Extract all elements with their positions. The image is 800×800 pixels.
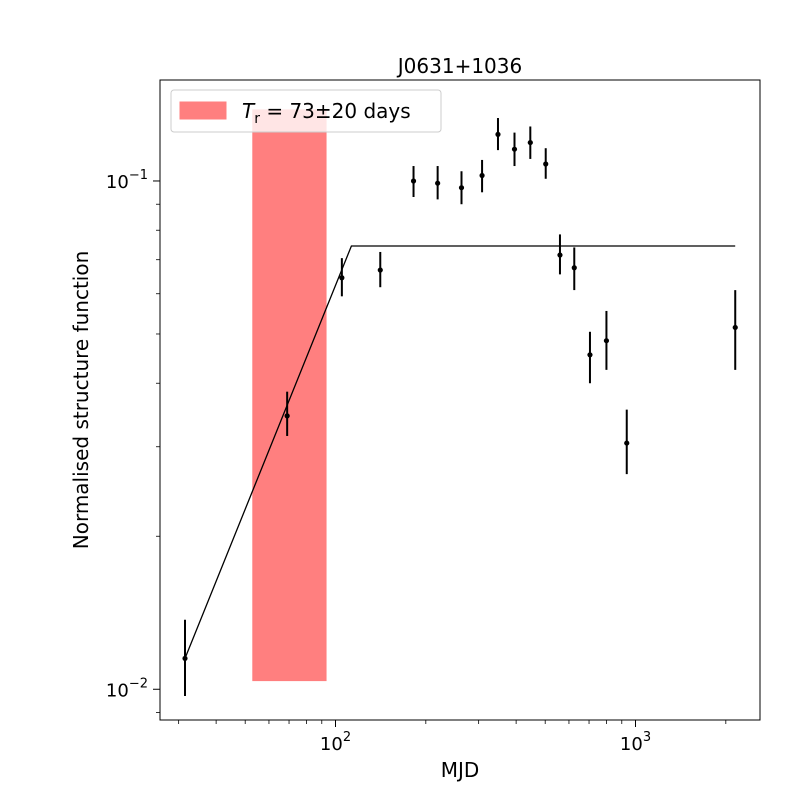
data-marker [511, 146, 518, 152]
data-point-14 [571, 247, 577, 291]
legend-entry-text: = 73±20 days [260, 99, 411, 123]
data-marker [479, 172, 485, 179]
data-marker [557, 252, 563, 258]
data-point-8 [479, 159, 485, 193]
data-point-15 [587, 331, 593, 384]
y-ticks: 10−210−1 [106, 168, 160, 713]
legend: Tr = 73±20 days [170, 89, 442, 133]
x-tick-exponent: 3 [643, 730, 651, 745]
data-point-4 [377, 251, 383, 288]
data-point-13 [557, 234, 563, 275]
data-marker [182, 655, 188, 662]
data-marker [527, 139, 533, 146]
y-tick-exponent: −1 [129, 168, 148, 183]
data-point-11 [527, 126, 533, 159]
data-marker [284, 413, 290, 419]
data-point-16 [603, 310, 610, 370]
y-tick-label: 10−1 [106, 168, 148, 193]
x-tick-base: 10 [620, 734, 643, 755]
x-tick-label: 103 [620, 730, 651, 755]
data-points-layer [182, 118, 738, 696]
x-tick-exponent: 2 [343, 730, 351, 745]
data-marker [377, 267, 383, 273]
y-axis-label: Normalised structure function [69, 251, 93, 550]
legend-entry-subscript: r [254, 111, 260, 127]
data-point-1 [182, 619, 188, 696]
x-tick-label: 102 [320, 730, 351, 755]
data-point-3 [339, 258, 345, 297]
data-point-10 [511, 132, 518, 167]
data-point-2 [284, 391, 290, 436]
data-marker [603, 338, 610, 344]
model-fit-line [184, 245, 736, 659]
data-point-18 [732, 290, 738, 370]
data-marker [410, 178, 417, 184]
legend-entry-symbol: T [242, 99, 256, 123]
data-marker [543, 161, 549, 167]
y-tick-label: 10−2 [106, 676, 148, 701]
data-point-5 [410, 166, 417, 197]
legend-swatch [179, 101, 227, 120]
data-point-6 [435, 166, 441, 200]
y-tick-base: 10 [106, 680, 129, 701]
plot-frame [159, 79, 761, 721]
data-marker [624, 440, 630, 446]
data-point-9 [495, 118, 501, 151]
data-marker [571, 265, 577, 271]
shaded-band-layer [252, 109, 327, 682]
data-marker [458, 185, 465, 191]
model-line-layer [184, 245, 736, 659]
x-axis-label: MJD [441, 758, 480, 782]
x-tick-base: 10 [320, 734, 343, 755]
data-marker [732, 324, 738, 331]
chart-title: J0631+1036 [396, 54, 522, 78]
data-point-17 [624, 409, 630, 475]
legend-box [170, 89, 442, 133]
data-marker [495, 131, 501, 137]
y-tick-base: 10 [106, 172, 129, 193]
legend-entry: Tr = 73±20 days [242, 99, 411, 127]
y-tick-exponent: −2 [129, 676, 148, 691]
timescale-band [252, 109, 327, 682]
data-marker [339, 275, 345, 281]
data-marker [435, 180, 441, 186]
data-point-7 [458, 171, 465, 205]
data-marker [587, 352, 593, 358]
data-point-12 [543, 148, 549, 179]
x-ticks: 102 103 [178, 720, 727, 755]
